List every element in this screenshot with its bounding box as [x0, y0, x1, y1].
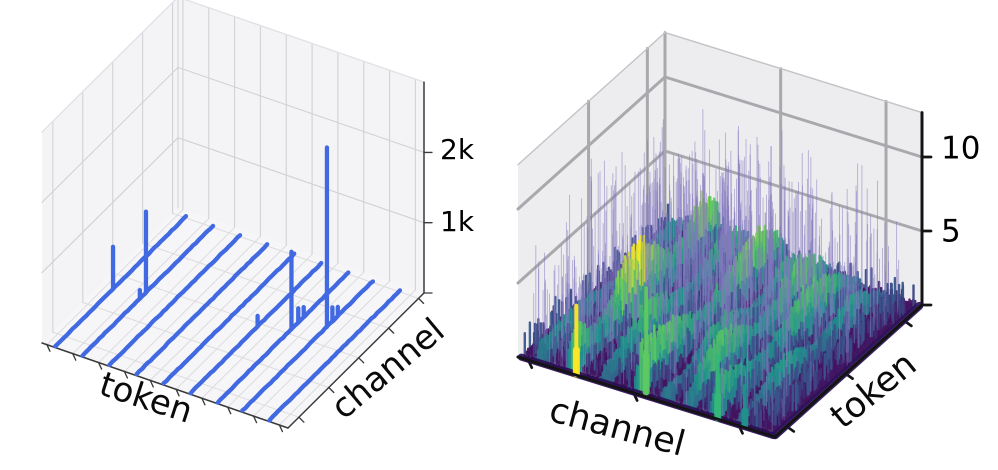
left-activation-plot: token channel 2k 1k — [0, 0, 500, 470]
left-ztick-2k: 2k — [440, 133, 475, 166]
right-ztick-10: 10 — [941, 130, 981, 167]
left-plot-canvas — [0, 0, 500, 470]
right-activation-plot: channel token 10 5 — [498, 0, 998, 470]
right-plot-canvas — [498, 0, 998, 470]
right-ztick-5: 5 — [941, 213, 961, 250]
left-ztick-1k: 1k — [440, 205, 475, 238]
